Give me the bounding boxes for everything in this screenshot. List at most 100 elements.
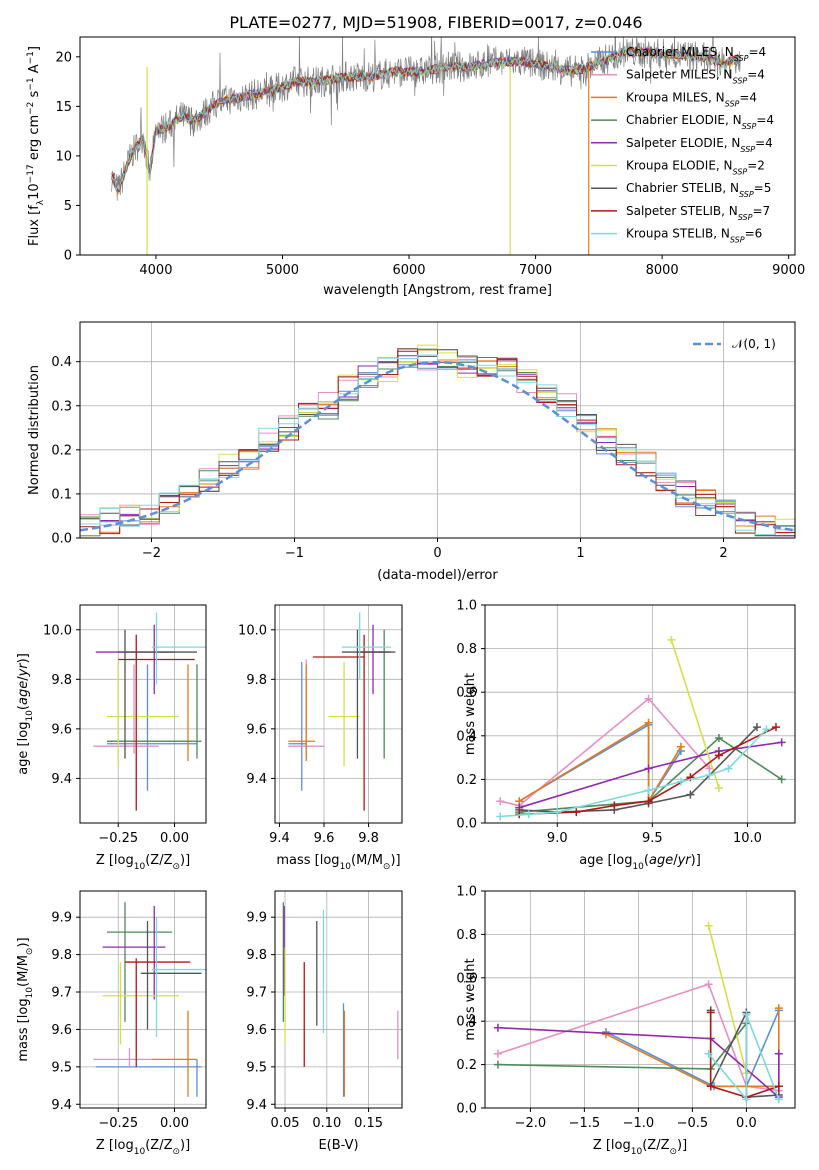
mass-weight-marker — [704, 1049, 713, 1058]
y-tick-label: 1.0 — [456, 885, 477, 900]
chart-massweight-vs-Z: −2.0 −1.5 −1.0 −0.5 0.0 0.0 0.2 0.4 0.6 0.8 1.0 Z [… — [456, 885, 796, 1157]
y-tick-label: 9.8 — [246, 948, 267, 963]
label-part: −2 — [26, 102, 36, 115]
y-tick-label: 0.3 — [51, 399, 72, 414]
spectrum-lines — [111, 37, 741, 255]
plot-frame — [79, 36, 796, 256]
label-part: yr — [677, 853, 693, 868]
x-tick-label: 8000 — [646, 263, 679, 278]
label-part: )] — [16, 937, 31, 947]
y-tick-label: 9.5 — [51, 1060, 72, 1075]
label-part: Z — [661, 1138, 670, 1153]
mass-weight-marker — [724, 764, 733, 773]
mass-weight-marker — [493, 1049, 502, 1058]
label-part: ] — [27, 46, 42, 51]
mass-weight-marker — [667, 635, 676, 644]
mass-weight-line — [500, 728, 768, 818]
mass-weight-marker — [676, 777, 685, 786]
y-tick-label: 9.6 — [51, 1023, 72, 1038]
label-part: 10 — [340, 862, 352, 872]
label-part: )] — [677, 1138, 687, 1153]
label-part: Flux [f — [27, 205, 42, 246]
chart-massweight-vs-age: 9.0 9.5 10.0 0.0 0.2 0.4 0.6 0.8 1.0 age [log10(a… — [456, 599, 796, 872]
mass-weight-marker — [493, 1023, 502, 1032]
y-tick-label: 9.7 — [51, 986, 72, 1001]
label-part: age — [649, 853, 673, 868]
label-part: s — [27, 90, 42, 101]
label-part: mass [log — [276, 853, 339, 868]
plot-frame — [79, 604, 207, 824]
legend-n: =7 — [752, 204, 770, 218]
legend-sub: SSP — [742, 122, 757, 131]
legend-sub: SSP — [739, 190, 754, 199]
label-part: 10 — [27, 183, 42, 200]
label-part: yr — [16, 662, 31, 678]
y-tick-label: 9.8 — [246, 673, 267, 688]
y-tick-label: 0.6 — [456, 971, 477, 986]
chart-mass-vs-Z: −0.25 0.009.49.59.69.79.89.9Z [log10(Z/Z⊙… — [16, 890, 207, 1157]
chart-spectrum: 4000 5000 6000 7000 8000 9000 0 5 10 15 20 waveleng… — [26, 36, 805, 298]
y-tick-label: 0.2 — [456, 1058, 477, 1073]
y-axis-label: Normed distribution — [27, 365, 42, 495]
legend-n: =4 — [739, 90, 757, 104]
mass-weight-marker — [774, 1095, 783, 1104]
y-tick-label: 1.0 — [456, 599, 477, 614]
mass-weight-marker — [644, 786, 653, 795]
x-axis-label: Z [log10(Z/Z⊙)] — [593, 1138, 687, 1157]
x-tick-label: −1 — [285, 546, 304, 561]
label-part: ( — [351, 853, 356, 868]
x-tick-label: 9.8 — [358, 831, 379, 846]
legend-name: Kroupa STELIB, N — [626, 227, 730, 241]
mass-weight-marker — [644, 764, 653, 773]
label-part: ( — [145, 853, 150, 868]
y-tick-label: 9.9 — [51, 911, 72, 926]
label-part: ( — [145, 1138, 150, 1153]
mass-weight-marker — [714, 784, 723, 793]
model-spectrum — [111, 45, 741, 192]
legend-name: Chabrier MILES, N — [626, 45, 734, 59]
legend-sub: SSP — [734, 54, 749, 63]
mass-weight-marker — [771, 723, 780, 732]
y-tick-label: 0.8 — [456, 642, 477, 657]
y-axis-label: mass weight — [463, 958, 478, 1040]
y-axis-label: age [log10(age/yr)] — [16, 653, 35, 775]
y-tick-label: 9.6 — [51, 722, 72, 737]
x-tick-label: 0.05 — [271, 1116, 300, 1131]
label-part: Z [log — [96, 1138, 134, 1153]
x-tick-label: −1.5 — [569, 1116, 601, 1131]
mass-weight-marker — [496, 797, 505, 806]
mass-weight-line — [670, 639, 720, 789]
histograms — [80, 344, 795, 538]
y-tick-label: 0.0 — [456, 817, 477, 832]
label-part: age [log — [16, 722, 31, 775]
mass-weight-marker — [644, 797, 653, 806]
label-part: / — [367, 853, 372, 868]
label-part: Z — [150, 853, 159, 868]
mass-weight-marker — [644, 718, 653, 727]
y-tick-label: 0 — [64, 249, 72, 264]
mass-weight-marker — [762, 725, 771, 734]
mass-weight-marker — [493, 1060, 502, 1069]
y-tick-label: 0.0 — [51, 532, 72, 547]
mass-weight-marker — [496, 812, 505, 821]
label-part: erg cm — [27, 115, 42, 164]
x-tick-label: 10.0 — [733, 831, 762, 846]
y-tick-label: 10 — [55, 149, 72, 164]
y-tick-label: 0.1 — [51, 487, 72, 502]
label-part: Z — [647, 1138, 656, 1153]
y-tick-label: 0.4 — [456, 729, 477, 744]
label-part: Z [log — [96, 853, 134, 868]
label-part: )] — [16, 653, 31, 663]
mass-weight-line — [497, 983, 779, 1092]
x-tick-label: −0.25 — [98, 1116, 138, 1131]
mass-weight-marker — [774, 1049, 783, 1058]
legend-sub: SSP — [740, 144, 755, 153]
legend-entry: Salpeter MILES, NSSP=4 — [626, 68, 765, 86]
figure-title: PLATE=0277, MJD=51908, FIBERID=0017, z=0… — [229, 13, 642, 32]
label-part: ( — [644, 853, 649, 868]
x-tick-label: 9.0 — [547, 831, 568, 846]
label-part: −1 — [26, 51, 36, 64]
x-axis-label: age [log10(age/yr)] — [579, 853, 701, 872]
label-part: / — [16, 676, 31, 681]
